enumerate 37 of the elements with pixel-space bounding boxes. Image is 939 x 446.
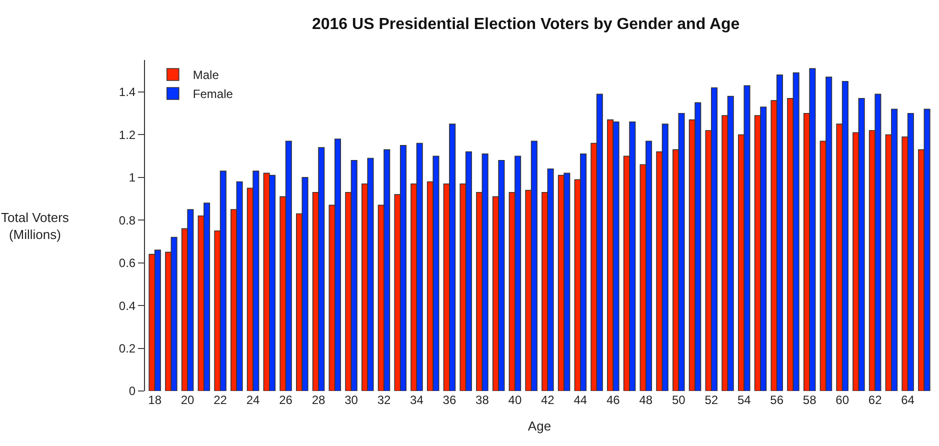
y-tick-label: 1 bbox=[128, 170, 136, 185]
y-tick-label: 0.4 bbox=[118, 298, 136, 313]
legend-label: Male bbox=[192, 68, 220, 82]
x-tick-label: 20 bbox=[180, 393, 195, 407]
x-tick-label: 54 bbox=[737, 393, 752, 407]
x-tick-label: 36 bbox=[442, 393, 456, 407]
x-tick-label: 32 bbox=[377, 393, 391, 407]
y-tick-label: 1.2 bbox=[118, 128, 136, 142]
x-tick-label: 52 bbox=[704, 393, 718, 407]
x-tick-label: 64 bbox=[901, 393, 915, 407]
x-axis-title: Age bbox=[528, 418, 552, 434]
legend-label: Female bbox=[192, 87, 234, 102]
x-tick-label: 42 bbox=[541, 393, 555, 407]
x-tick-label: 38 bbox=[476, 393, 490, 407]
y-tick-label: 0.8 bbox=[118, 213, 136, 228]
x-tick-label: 30 bbox=[344, 393, 358, 407]
chart-title: 2016 US Presidential Election Voters by Gender and Age bbox=[312, 16, 740, 34]
x-tick-label: 62 bbox=[868, 393, 882, 407]
x-tick-label: 22 bbox=[214, 393, 228, 407]
y-tick-label: 0.2 bbox=[118, 341, 136, 356]
x-tick-label: 40 bbox=[508, 393, 522, 407]
x-tick-label: 26 bbox=[279, 393, 293, 407]
x-tick-label: 50 bbox=[672, 393, 686, 407]
x-tick-label: 44 bbox=[574, 393, 588, 407]
x-tick-label: 34 bbox=[410, 393, 424, 407]
y-tick-label: 1.4 bbox=[118, 85, 136, 100]
y-tick-label: 0.6 bbox=[118, 256, 136, 270]
x-tick-label: 28 bbox=[312, 393, 326, 407]
x-tick-label: 18 bbox=[148, 393, 162, 407]
x-tick-label: 48 bbox=[639, 393, 653, 407]
x-tick-label: 46 bbox=[606, 393, 620, 407]
x-tick-label: 24 bbox=[246, 393, 260, 407]
x-tick-label: 60 bbox=[836, 393, 850, 407]
y-axis-title: Total Voters (Millions) bbox=[1, 210, 70, 242]
x-tick-label: 56 bbox=[770, 393, 784, 407]
x-tick-label: 58 bbox=[802, 393, 817, 407]
y-tick-label: 0 bbox=[128, 384, 136, 398]
